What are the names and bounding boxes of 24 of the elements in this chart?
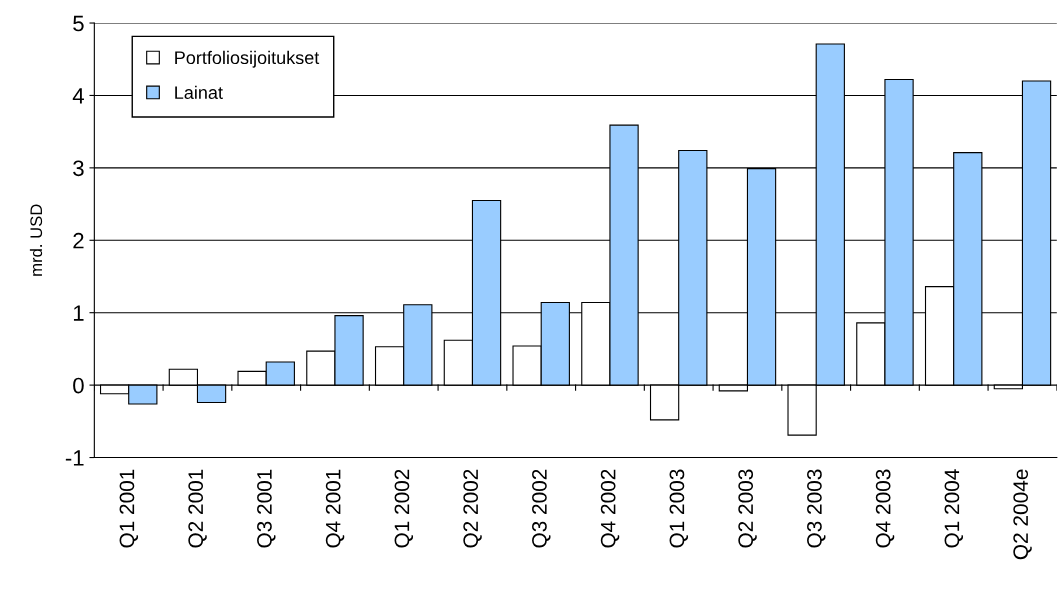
- x-tick-label: Q3 2002: [532, 469, 551, 548]
- legend-label: Portfoliosijoitukset: [175, 50, 320, 68]
- y-tick-label: 0: [73, 377, 84, 394]
- y-tick-label: 3: [73, 160, 84, 177]
- y-axis-title: mrd. USD: [29, 204, 43, 276]
- x-tick-label: Q3 2001: [257, 469, 276, 548]
- x-tick-label: Q3 2003: [807, 469, 826, 548]
- x-tick-label: Q1 2003: [669, 469, 689, 548]
- x-tick-label: Q1 2002: [394, 469, 414, 548]
- y-tick-label: 4: [72, 88, 84, 104]
- x-tick-label: Q4 2003: [875, 469, 895, 548]
- legend-label: Lainat: [175, 85, 223, 99]
- x-tick-label: Q4 2001: [325, 469, 345, 548]
- x-tick-label: Q1 2004: [944, 469, 964, 548]
- x-tick-label: Q2 2003: [738, 469, 757, 548]
- y-tick-label: -1: [65, 450, 84, 466]
- y-tick-label: 1: [73, 305, 84, 321]
- y-tick-label: 2: [73, 232, 84, 249]
- x-tick-label: Q2 2002: [463, 469, 482, 548]
- x-tick-label: Q2 2001: [188, 469, 207, 548]
- x-tick-label: Q2 2004e: [1013, 469, 1032, 560]
- x-tick-label: Q4 2002: [600, 469, 620, 548]
- y-tick-label: 5: [73, 15, 84, 32]
- x-tick-label: Q1 2001: [119, 469, 139, 548]
